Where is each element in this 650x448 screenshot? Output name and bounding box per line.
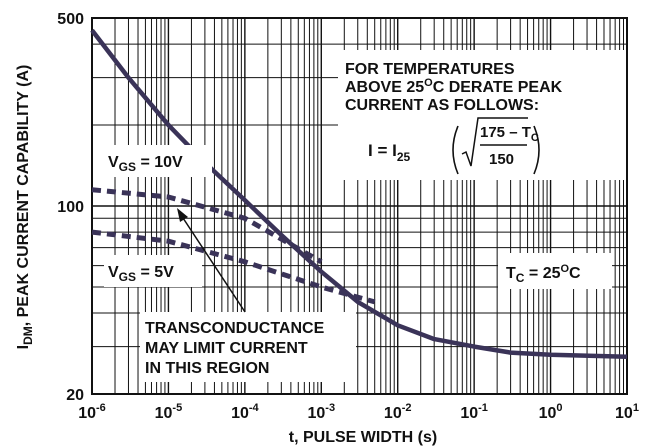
transconductance-box (140, 312, 356, 382)
y-tick-label: 500 (57, 11, 84, 28)
x-tick-label: 100 (539, 402, 563, 422)
y-axis-title: IDM, PEAK CURRENT CAPABILITY (A) (15, 65, 35, 350)
tc-box (498, 253, 612, 289)
plot-frame (91, 17, 628, 395)
svg-text:150: 150 (489, 151, 514, 168)
formula-left-paren (452, 125, 459, 175)
x-tick-label: 10-4 (231, 402, 259, 422)
x-tick-label: 101 (615, 402, 639, 422)
y-tick-label: 20 (66, 387, 84, 404)
vgs5-box (104, 255, 202, 287)
transconductance-line1: TRANSCONDUCTANCE (145, 320, 325, 337)
temp-note-line1: FOR TEMPERATURES (345, 61, 515, 78)
x-tick-label: 10-6 (78, 402, 106, 422)
formula-right-paren (533, 125, 540, 175)
formula-sqrt (461, 117, 528, 167)
series-layer (90, 28, 628, 360)
transconductance-line3: IN THIS REGION (145, 360, 269, 377)
vgs10-label: VGS = 10V (108, 154, 183, 174)
x-tick-label: 10-2 (384, 402, 412, 422)
svg-text:I = I25: I = I25 (368, 141, 411, 164)
x-tick-label: 10-3 (307, 402, 335, 422)
vgs5-label: VGS = 5V (108, 264, 174, 284)
transconductance-arrow (182, 217, 246, 313)
series-line-3 (91, 229, 376, 305)
y-tick-label: 100 (57, 199, 84, 216)
tc-label: TC = 25OC (506, 263, 581, 285)
x-tick-label: 10-5 (155, 402, 183, 422)
series-line-2 (91, 187, 323, 264)
transconductance-line2: MAY LIMIT CURRENT (145, 340, 308, 357)
temp-note-line2: ABOVE 25OC DERATE PEAK (345, 77, 563, 96)
vgs10-box (104, 145, 212, 177)
x-axis-title: t, PULSE WIDTH (s) (289, 429, 437, 446)
series-line-1 (90, 28, 628, 360)
svg-text:175 – TC: 175 – TC (480, 124, 539, 144)
temp-note-line3: CURRENT AS FOLLOWS: (345, 97, 539, 114)
x-tick-label: 10-1 (460, 402, 488, 422)
derating-formula: I = I25 175 – TC 150 (368, 117, 540, 175)
arrow-head (177, 208, 188, 222)
temperature-note-box (338, 50, 626, 180)
